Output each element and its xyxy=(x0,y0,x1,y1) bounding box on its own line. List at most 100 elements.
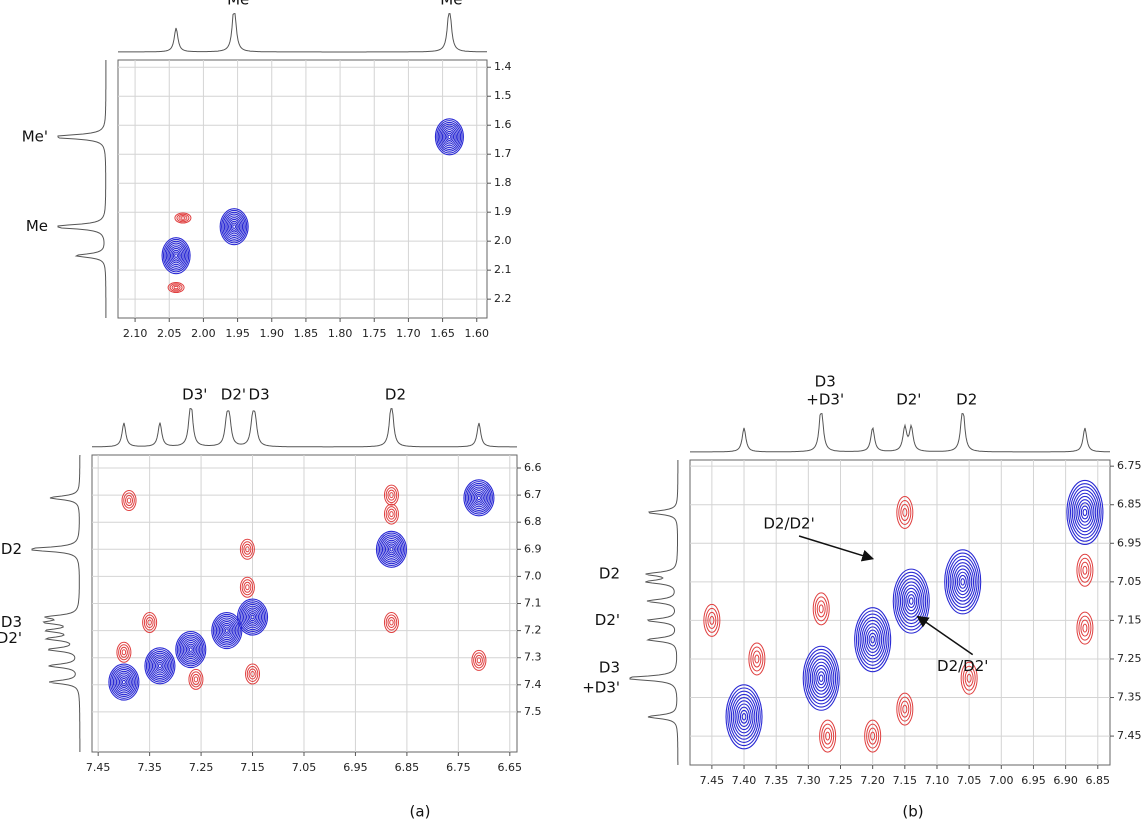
x-tick-label: 7.20 xyxy=(860,774,885,787)
y-tick-label: 7.5 xyxy=(524,705,542,718)
peak-label: D2 xyxy=(1,540,22,558)
x-tick-label: 7.30 xyxy=(796,774,821,787)
contour xyxy=(175,254,178,258)
peak-label: Me' xyxy=(440,0,466,9)
figure: 2.102.052.001.951.901.851.801.751.701.65… xyxy=(0,0,1145,834)
y-tick-label: 6.7 xyxy=(524,488,542,501)
y-tick-label: 1.8 xyxy=(494,176,512,189)
x-tick-label: 7.15 xyxy=(240,761,265,774)
contour xyxy=(181,217,185,220)
y-tick-label: 1.5 xyxy=(494,89,512,102)
x-tick-label: 2.10 xyxy=(123,327,148,340)
negative-peak xyxy=(175,213,191,223)
negative-peak xyxy=(472,650,486,670)
peak-label: D2 xyxy=(956,391,977,409)
y-tick-label: 2.0 xyxy=(494,234,512,247)
x-tick-label: 7.25 xyxy=(828,774,853,787)
contour xyxy=(477,658,481,663)
positive-peak xyxy=(162,238,190,274)
x-tick-label: 7.05 xyxy=(957,774,982,787)
x-tick-label: 1.70 xyxy=(396,327,421,340)
contour xyxy=(448,135,451,139)
contour xyxy=(127,498,131,503)
contour xyxy=(442,128,456,146)
y-tick-label: 1.7 xyxy=(494,147,512,160)
contour xyxy=(390,620,394,625)
peak-label: D2 xyxy=(385,386,406,404)
peak-label: Me xyxy=(26,217,48,235)
negative-peak xyxy=(122,491,136,511)
y-tick-label: 7.2 xyxy=(524,624,542,637)
peak-label: Me' xyxy=(22,127,48,145)
y-tick-label: 6.75 xyxy=(1117,459,1142,472)
contour xyxy=(1083,509,1087,515)
positive-peak xyxy=(893,569,929,633)
contour xyxy=(475,655,482,665)
contour xyxy=(909,598,913,604)
y-tick-label: 6.95 xyxy=(1117,536,1142,549)
y-tick-label: 2.1 xyxy=(494,263,512,276)
peak-label: D2' xyxy=(0,629,22,647)
side-projection xyxy=(32,455,80,752)
y-tick-label: 7.1 xyxy=(524,597,542,610)
contour xyxy=(447,133,453,140)
contour xyxy=(179,635,203,664)
panel-caption: (b) xyxy=(902,803,923,821)
contour xyxy=(188,646,194,653)
positive-peak xyxy=(145,648,175,684)
x-tick-label: 7.35 xyxy=(764,774,789,787)
x-tick-label: 7.15 xyxy=(893,774,918,787)
contour xyxy=(1071,487,1100,538)
y-tick-label: 1.9 xyxy=(494,205,512,218)
y-tick-label: 7.45 xyxy=(1117,729,1142,742)
contour xyxy=(467,483,491,512)
x-tick-label: 7.05 xyxy=(292,761,317,774)
y-tick-label: 6.85 xyxy=(1117,498,1142,511)
x-tick-label: 1.95 xyxy=(225,327,250,340)
contour xyxy=(233,225,236,229)
contour xyxy=(158,664,161,668)
contour xyxy=(174,286,178,289)
y-tick-label: 7.25 xyxy=(1117,652,1142,665)
y-tick-label: 1.6 xyxy=(494,118,512,131)
annotation: D2/D2' xyxy=(763,515,814,533)
x-tick-label: 6.95 xyxy=(343,761,368,774)
negative-peak xyxy=(384,612,398,632)
x-tick-label: 7.25 xyxy=(189,761,214,774)
contour xyxy=(477,496,480,500)
contour xyxy=(812,662,830,694)
positive-peak xyxy=(435,119,463,155)
y-tick-label: 1.4 xyxy=(494,60,512,73)
x-tick-label: 2.05 xyxy=(157,327,182,340)
x-tick-label: 7.35 xyxy=(137,761,162,774)
y-tick-label: 2.2 xyxy=(494,292,512,305)
contour xyxy=(192,674,199,684)
x-tick-label: 6.85 xyxy=(395,761,420,774)
y-tick-label: 7.15 xyxy=(1117,613,1142,626)
contour xyxy=(819,605,823,613)
contour xyxy=(122,650,126,655)
contour xyxy=(165,241,187,270)
x-tick-label: 6.75 xyxy=(446,761,471,774)
x-tick-label: 7.40 xyxy=(732,774,757,787)
peak-label: +D3' xyxy=(582,679,620,697)
contour xyxy=(157,662,163,669)
contour xyxy=(908,595,915,608)
x-tick-label: 6.90 xyxy=(1053,774,1078,787)
contour xyxy=(122,680,125,684)
contour xyxy=(152,657,167,675)
peak-label: +D3' xyxy=(806,391,844,409)
contour xyxy=(173,252,179,259)
contour xyxy=(231,223,237,230)
y-tick-label: 6.8 xyxy=(524,515,542,528)
negative-peak xyxy=(168,283,184,293)
y-tick-label: 7.35 xyxy=(1117,691,1142,704)
contour xyxy=(112,668,136,697)
contour xyxy=(1076,496,1094,528)
x-tick-label: 6.95 xyxy=(1021,774,1046,787)
contour xyxy=(116,673,131,691)
x-tick-label: 7.00 xyxy=(989,774,1014,787)
peak-label: D2 xyxy=(599,565,620,583)
x-tick-label: 1.75 xyxy=(362,327,387,340)
x-tick-label: 1.80 xyxy=(328,327,353,340)
